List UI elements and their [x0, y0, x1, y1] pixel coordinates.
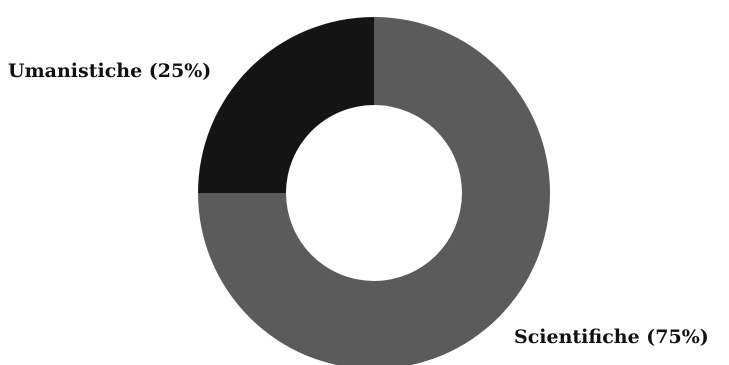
- slice-label-umanistiche: Umanistiche (25%): [8, 60, 211, 82]
- donut-slices: [198, 17, 550, 365]
- donut-slice-umanistiche: [198, 17, 374, 193]
- slice-label-scientifiche: Scientifiche (75%): [514, 326, 709, 348]
- donut-slice-scientifiche: [198, 17, 550, 365]
